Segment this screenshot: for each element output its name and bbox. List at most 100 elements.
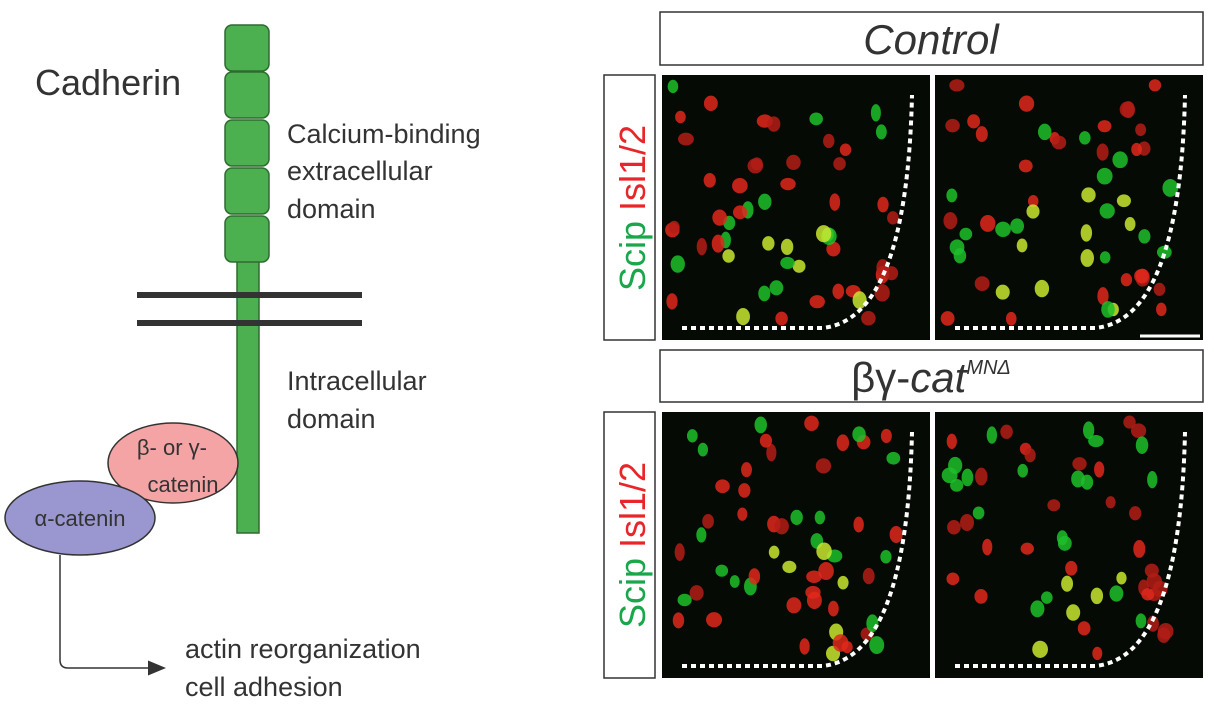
nucleus xyxy=(1066,604,1081,621)
nucleus xyxy=(1005,311,1017,326)
nucleus xyxy=(686,429,698,443)
nucleus xyxy=(974,589,988,604)
nucleus xyxy=(1138,229,1151,244)
nucleus xyxy=(889,525,903,543)
nucleus xyxy=(1129,506,1142,521)
nucleus xyxy=(833,157,846,171)
nucleus xyxy=(759,433,773,448)
nucleus xyxy=(782,560,797,574)
nucleus xyxy=(1144,563,1159,578)
nucleus xyxy=(1072,457,1087,471)
nucleus xyxy=(832,283,845,299)
nucleus xyxy=(1157,627,1171,643)
nucleus xyxy=(815,458,832,474)
label-line: domain xyxy=(287,404,376,434)
nucleus xyxy=(762,236,775,251)
nucleus xyxy=(806,570,822,583)
nucleus xyxy=(748,568,761,585)
nucleus xyxy=(1024,448,1036,463)
nucleus xyxy=(696,527,707,543)
title-box xyxy=(659,11,1204,66)
nucleus xyxy=(672,612,685,629)
nucleus xyxy=(1099,203,1115,219)
nucleus xyxy=(780,256,795,270)
nucleus xyxy=(1105,496,1116,509)
nucleus xyxy=(980,214,996,232)
stain-green: Scip xyxy=(612,221,653,291)
nucleus xyxy=(1032,640,1048,658)
extracellular-repeats xyxy=(224,24,270,263)
nucleus xyxy=(1016,238,1028,253)
nucleus xyxy=(869,636,885,655)
nucleus xyxy=(792,259,806,273)
nucleus xyxy=(1097,287,1109,305)
nucleus xyxy=(1080,224,1093,242)
nucleus xyxy=(1135,123,1147,137)
arrow xyxy=(59,555,166,676)
nucleus xyxy=(1026,204,1040,219)
nucleus xyxy=(853,516,864,533)
stain-box xyxy=(603,411,656,679)
nucleus xyxy=(1112,151,1128,169)
nucleus xyxy=(1030,600,1045,618)
nucleus xyxy=(1047,499,1061,512)
nucleus xyxy=(995,221,1011,237)
repeat xyxy=(224,215,270,263)
label-line: actin reorganization xyxy=(185,634,421,664)
nucleus xyxy=(828,600,839,617)
nucleus xyxy=(1141,588,1155,601)
nucleus xyxy=(943,212,958,230)
title-box xyxy=(659,349,1204,403)
nucleus xyxy=(975,467,988,486)
nucleus xyxy=(805,585,821,599)
nucleus xyxy=(861,311,876,326)
nucleus xyxy=(668,220,680,234)
nucleus xyxy=(674,543,685,562)
nucleus xyxy=(736,307,750,326)
nucleus xyxy=(974,276,990,292)
nucleus xyxy=(712,209,727,226)
nucleus xyxy=(967,114,981,129)
nucleus xyxy=(667,79,679,94)
title-prefix: βγ- xyxy=(851,354,910,401)
nucleus xyxy=(678,132,694,146)
nucleus xyxy=(1018,95,1035,112)
row-title: βγ-catMNΔ xyxy=(851,354,1011,401)
nucleus xyxy=(1135,613,1147,629)
title-superscript: MNΔ xyxy=(966,357,1011,379)
nucleus xyxy=(774,518,789,535)
nucleus xyxy=(1065,560,1078,576)
nucleus xyxy=(666,293,678,310)
nucleus xyxy=(995,284,1010,300)
nucleus xyxy=(1162,179,1179,197)
beta-catenin xyxy=(107,422,239,504)
nucleus xyxy=(1017,463,1028,478)
nucleus xyxy=(852,291,867,310)
nucleus xyxy=(1123,415,1136,429)
stain-box xyxy=(603,74,656,341)
nucleus xyxy=(1079,131,1091,145)
nucleus xyxy=(790,509,803,526)
nucleus xyxy=(1092,646,1103,661)
nucleus xyxy=(1028,194,1039,208)
nucleus xyxy=(975,126,988,142)
output-label: actin reorganization cell adhesion xyxy=(185,634,428,702)
nucleus xyxy=(1010,218,1025,234)
nucleus xyxy=(768,545,780,559)
nucleus xyxy=(947,519,961,535)
alpha-catenin-label: α-catenin xyxy=(35,506,126,531)
nucleus xyxy=(758,285,771,302)
cadherin-diagram: Cadherin Calcium-binding extracellular d… xyxy=(4,24,481,702)
nucleus xyxy=(826,241,841,257)
boundary xyxy=(682,431,914,668)
nucleus xyxy=(961,468,974,487)
boundary xyxy=(682,94,914,330)
nucleus xyxy=(1020,542,1034,555)
nucleus xyxy=(946,188,958,203)
nucleus xyxy=(732,205,748,220)
nucleus xyxy=(1131,142,1142,157)
nucleus xyxy=(816,542,832,561)
nucleus xyxy=(814,510,826,525)
nucleus xyxy=(766,443,777,462)
